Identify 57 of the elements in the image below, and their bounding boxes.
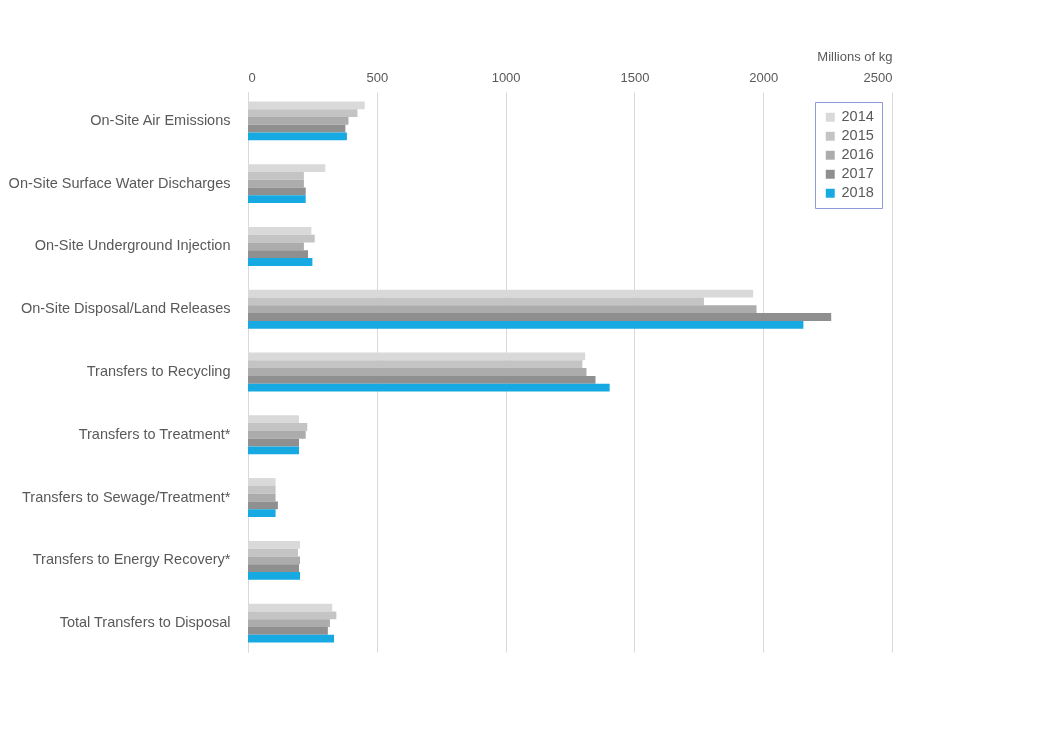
bar [248, 250, 309, 259]
bar [248, 368, 587, 376]
bar [248, 242, 304, 251]
bar [248, 234, 315, 243]
bar [248, 116, 349, 125]
bar [248, 485, 276, 494]
bar [248, 171, 304, 180]
legend-label: 2014 [841, 108, 874, 125]
y-tick-label: Transfers to Energy Recovery* [32, 551, 231, 568]
x-tick-label: 500 [366, 69, 389, 85]
y-tick-label: Transfers to Recycling [86, 363, 231, 379]
bar [248, 556, 301, 565]
bar [248, 360, 583, 369]
bar [248, 501, 278, 510]
bar [248, 423, 308, 431]
y-tick-label: On-Site Air Emissions [90, 111, 231, 128]
bar [248, 187, 306, 196]
bar [248, 548, 298, 557]
bar [248, 446, 299, 455]
x-tick-label: 1500 [620, 69, 650, 85]
bar [248, 627, 328, 635]
bar [248, 564, 299, 573]
bar [248, 493, 276, 502]
y-tick-label: On-Site Underground Injection [34, 237, 231, 254]
bar [248, 258, 313, 266]
bar [248, 572, 301, 580]
bar [248, 195, 306, 204]
bar [248, 297, 704, 306]
bar [248, 611, 337, 620]
y-tick-label: Transfers to Sewage/Treatment* [22, 488, 231, 505]
legend-label: 2018 [841, 184, 874, 201]
x-tick-label: 2000 [749, 69, 779, 85]
bar [248, 619, 330, 628]
bar [248, 320, 804, 329]
legend-label: 2015 [841, 127, 874, 144]
y-tick-label: Transfers to Treatment* [78, 425, 231, 442]
y-tick-label: On-Site Disposal/Land Releases [20, 300, 231, 317]
bar [248, 438, 299, 447]
y-tick-label: Total Transfers to Disposal [59, 614, 231, 631]
bar [248, 313, 832, 321]
bar [248, 109, 358, 117]
y-tick-label: On-Site Surface Water Discharges [8, 174, 231, 191]
bar [248, 430, 306, 439]
x-tick-label: 1000 [491, 69, 521, 85]
bar [248, 375, 596, 384]
x-tick-label: 2500 [863, 69, 893, 85]
x-axis-title: Millions of kg [817, 48, 893, 64]
bar [248, 305, 757, 314]
legend-label: 2017 [841, 165, 874, 182]
x-tick-label: 0 [248, 69, 256, 85]
bar [248, 132, 347, 141]
legend-label: 2016 [841, 146, 874, 163]
bar [248, 124, 346, 133]
bar [248, 179, 304, 188]
bar [248, 383, 610, 392]
bar [248, 634, 335, 643]
bar [248, 509, 276, 518]
